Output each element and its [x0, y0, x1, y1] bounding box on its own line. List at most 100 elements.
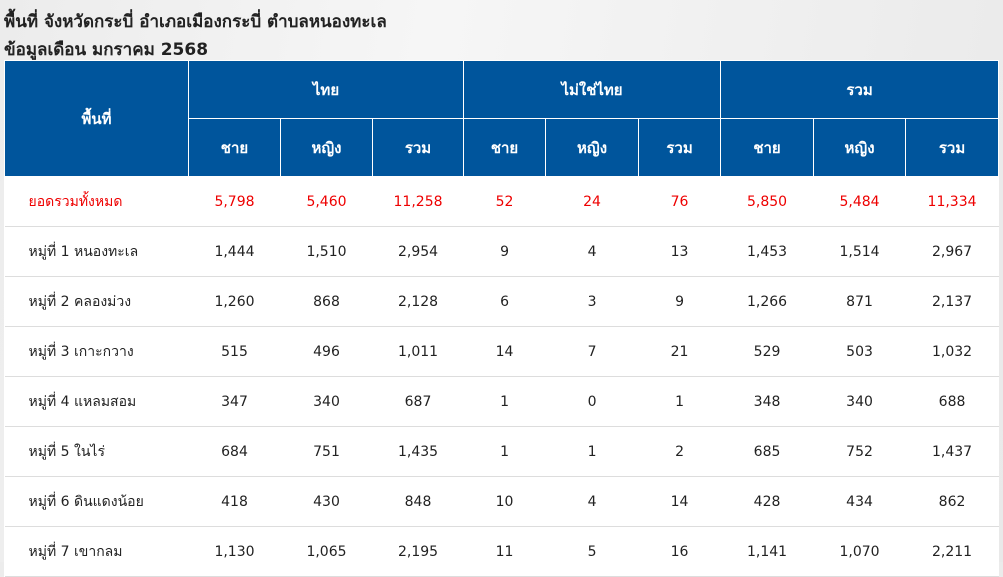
- cell-value: 9: [463, 226, 546, 277]
- cell-value: 13: [638, 226, 721, 277]
- cell-value: 2: [638, 426, 721, 477]
- cell-value: 2,211: [905, 526, 999, 577]
- area-name: หมู่ที่ 1 หนองทะเล: [4, 226, 189, 277]
- cell-value: 862: [905, 476, 999, 527]
- area-name: หมู่ที่ 3 เกาะกวาง: [4, 326, 189, 377]
- cell-value: 347: [188, 376, 281, 427]
- table-row: หมู่ที่ 6 ดินแดงน้อย 418 430 848 10 4 14 428 434…: [4, 476, 999, 527]
- cell-value: 7: [545, 326, 639, 377]
- cell-value: 685: [720, 426, 814, 477]
- area-name: หมู่ที่ 7 เขากลม: [4, 526, 189, 577]
- cell-value: 684: [188, 426, 281, 477]
- cell-value: 2,128: [372, 276, 464, 327]
- area-name: หมู่ที่ 6 ดินแดงน้อย: [4, 476, 189, 527]
- cell-value: 5,460: [280, 176, 373, 227]
- header-female: หญิง: [280, 118, 373, 177]
- cell-value: 11,258: [372, 176, 464, 227]
- table-row: หมู่ที่ 4 แหลมสอม 347 340 687 1 0 1 348 340 688: [4, 376, 999, 427]
- cell-value: 11: [463, 526, 546, 577]
- cell-value: 1: [463, 376, 546, 427]
- cell-value: 6: [463, 276, 546, 327]
- cell-value: 11,334: [905, 176, 999, 227]
- cell-value: 1,130: [188, 526, 281, 577]
- cell-value: 52: [463, 176, 546, 227]
- cell-value: 5: [545, 526, 639, 577]
- cell-value: 2,967: [905, 226, 999, 277]
- cell-value: 348: [720, 376, 814, 427]
- header-male: ชาย: [463, 118, 547, 177]
- cell-value: 10: [463, 476, 546, 527]
- cell-value: 871: [813, 276, 906, 327]
- area-name: หมู่ที่ 5 ในไร่: [4, 426, 189, 477]
- area-name: ยอดรวมทั้งหมด: [4, 176, 189, 227]
- header-non-thai: ไม่ใช่ไทย: [463, 60, 722, 119]
- cell-value: 515: [188, 326, 281, 377]
- cell-value: 14: [638, 476, 721, 527]
- cell-value: 1,453: [720, 226, 814, 277]
- cell-value: 687: [372, 376, 464, 427]
- area-name: หมู่ที่ 2 คลองม่วง: [4, 276, 189, 327]
- header-male: ชาย: [188, 118, 281, 177]
- cell-value: 430: [280, 476, 373, 527]
- table-row: หมู่ที่ 5 ในไร่ 684 751 1,435 1 1 2 685 752 1,437: [4, 426, 999, 477]
- cell-value: 1,260: [188, 276, 281, 327]
- cell-value: 16: [638, 526, 721, 577]
- cell-value: 24: [545, 176, 639, 227]
- cell-value: 9: [638, 276, 721, 327]
- cell-value: 2,954: [372, 226, 464, 277]
- cell-value: 418: [188, 476, 281, 527]
- table-row: หมู่ที่ 7 เขากลม 1,130 1,065 2,195 11 5 16 1,14…: [4, 526, 999, 577]
- page-title: พื้นที่ จังหวัดกระบี่ อำเภอเมืองกระบี่ ต…: [4, 12, 387, 32]
- cell-value: 1,510: [280, 226, 373, 277]
- cell-value: 1,011: [372, 326, 464, 377]
- cell-value: 848: [372, 476, 464, 527]
- cell-value: 2,137: [905, 276, 999, 327]
- cell-value: 4: [545, 226, 639, 277]
- cell-value: 14: [463, 326, 546, 377]
- cell-value: 752: [813, 426, 906, 477]
- cell-value: 1,514: [813, 226, 906, 277]
- header-sum: รวม: [371, 118, 465, 177]
- page-subtitle: ข้อมูลเดือน มกราคม 2568: [4, 40, 209, 60]
- header-sum: รวม: [905, 118, 1000, 177]
- cell-value: 5,850: [720, 176, 814, 227]
- area-name: หมู่ที่ 4 แหลมสอม: [4, 376, 189, 427]
- cell-value: 2,195: [372, 526, 464, 577]
- cell-value: 1: [463, 426, 546, 477]
- cell-value: 1: [545, 426, 639, 477]
- cell-value: 1,032: [905, 326, 999, 377]
- cell-value: 434: [813, 476, 906, 527]
- header-male: ชาย: [720, 118, 815, 177]
- cell-value: 503: [813, 326, 906, 377]
- cell-value: 21: [638, 326, 721, 377]
- table-row: หมู่ที่ 1 หนองทะเล 1,444 1,510 2,954 9 4 13 1,4…: [4, 226, 999, 277]
- cell-value: 1,266: [720, 276, 814, 327]
- cell-value: 1,141: [720, 526, 814, 577]
- header-sum: รวม: [638, 118, 722, 177]
- cell-value: 1: [638, 376, 721, 427]
- cell-value: 1,065: [280, 526, 373, 577]
- cell-value: 428: [720, 476, 814, 527]
- header-female: หญิง: [545, 118, 640, 177]
- cell-value: 688: [905, 376, 999, 427]
- cell-value: 868: [280, 276, 373, 327]
- cell-value: 76: [638, 176, 721, 227]
- cell-value: 751: [280, 426, 373, 477]
- header-thai: ไทย: [187, 60, 465, 119]
- cell-value: 4: [545, 476, 639, 527]
- cell-value: 3: [545, 276, 639, 327]
- cell-value: 1,437: [905, 426, 999, 477]
- cell-value: 340: [813, 376, 906, 427]
- cell-value: 1,435: [372, 426, 464, 477]
- header-total: รวม: [720, 60, 1000, 119]
- cell-value: 340: [280, 376, 373, 427]
- cell-value: 1,070: [813, 526, 906, 577]
- population-table: พื้นที่ ไทย ไม่ใช่ไทย รวม ชาย หญิง รวม ชายห…: [4, 60, 1000, 577]
- table-row: หมู่ที่ 3 เกาะกวาง 515 496 1,011 14 7 21 529 503…: [4, 326, 999, 377]
- cell-value: 5,484: [813, 176, 906, 227]
- cell-value: 529: [720, 326, 814, 377]
- cell-value: 496: [280, 326, 373, 377]
- cell-value: 1,444: [188, 226, 281, 277]
- cell-value: 0: [545, 376, 639, 427]
- header-female: หญิง: [813, 118, 907, 177]
